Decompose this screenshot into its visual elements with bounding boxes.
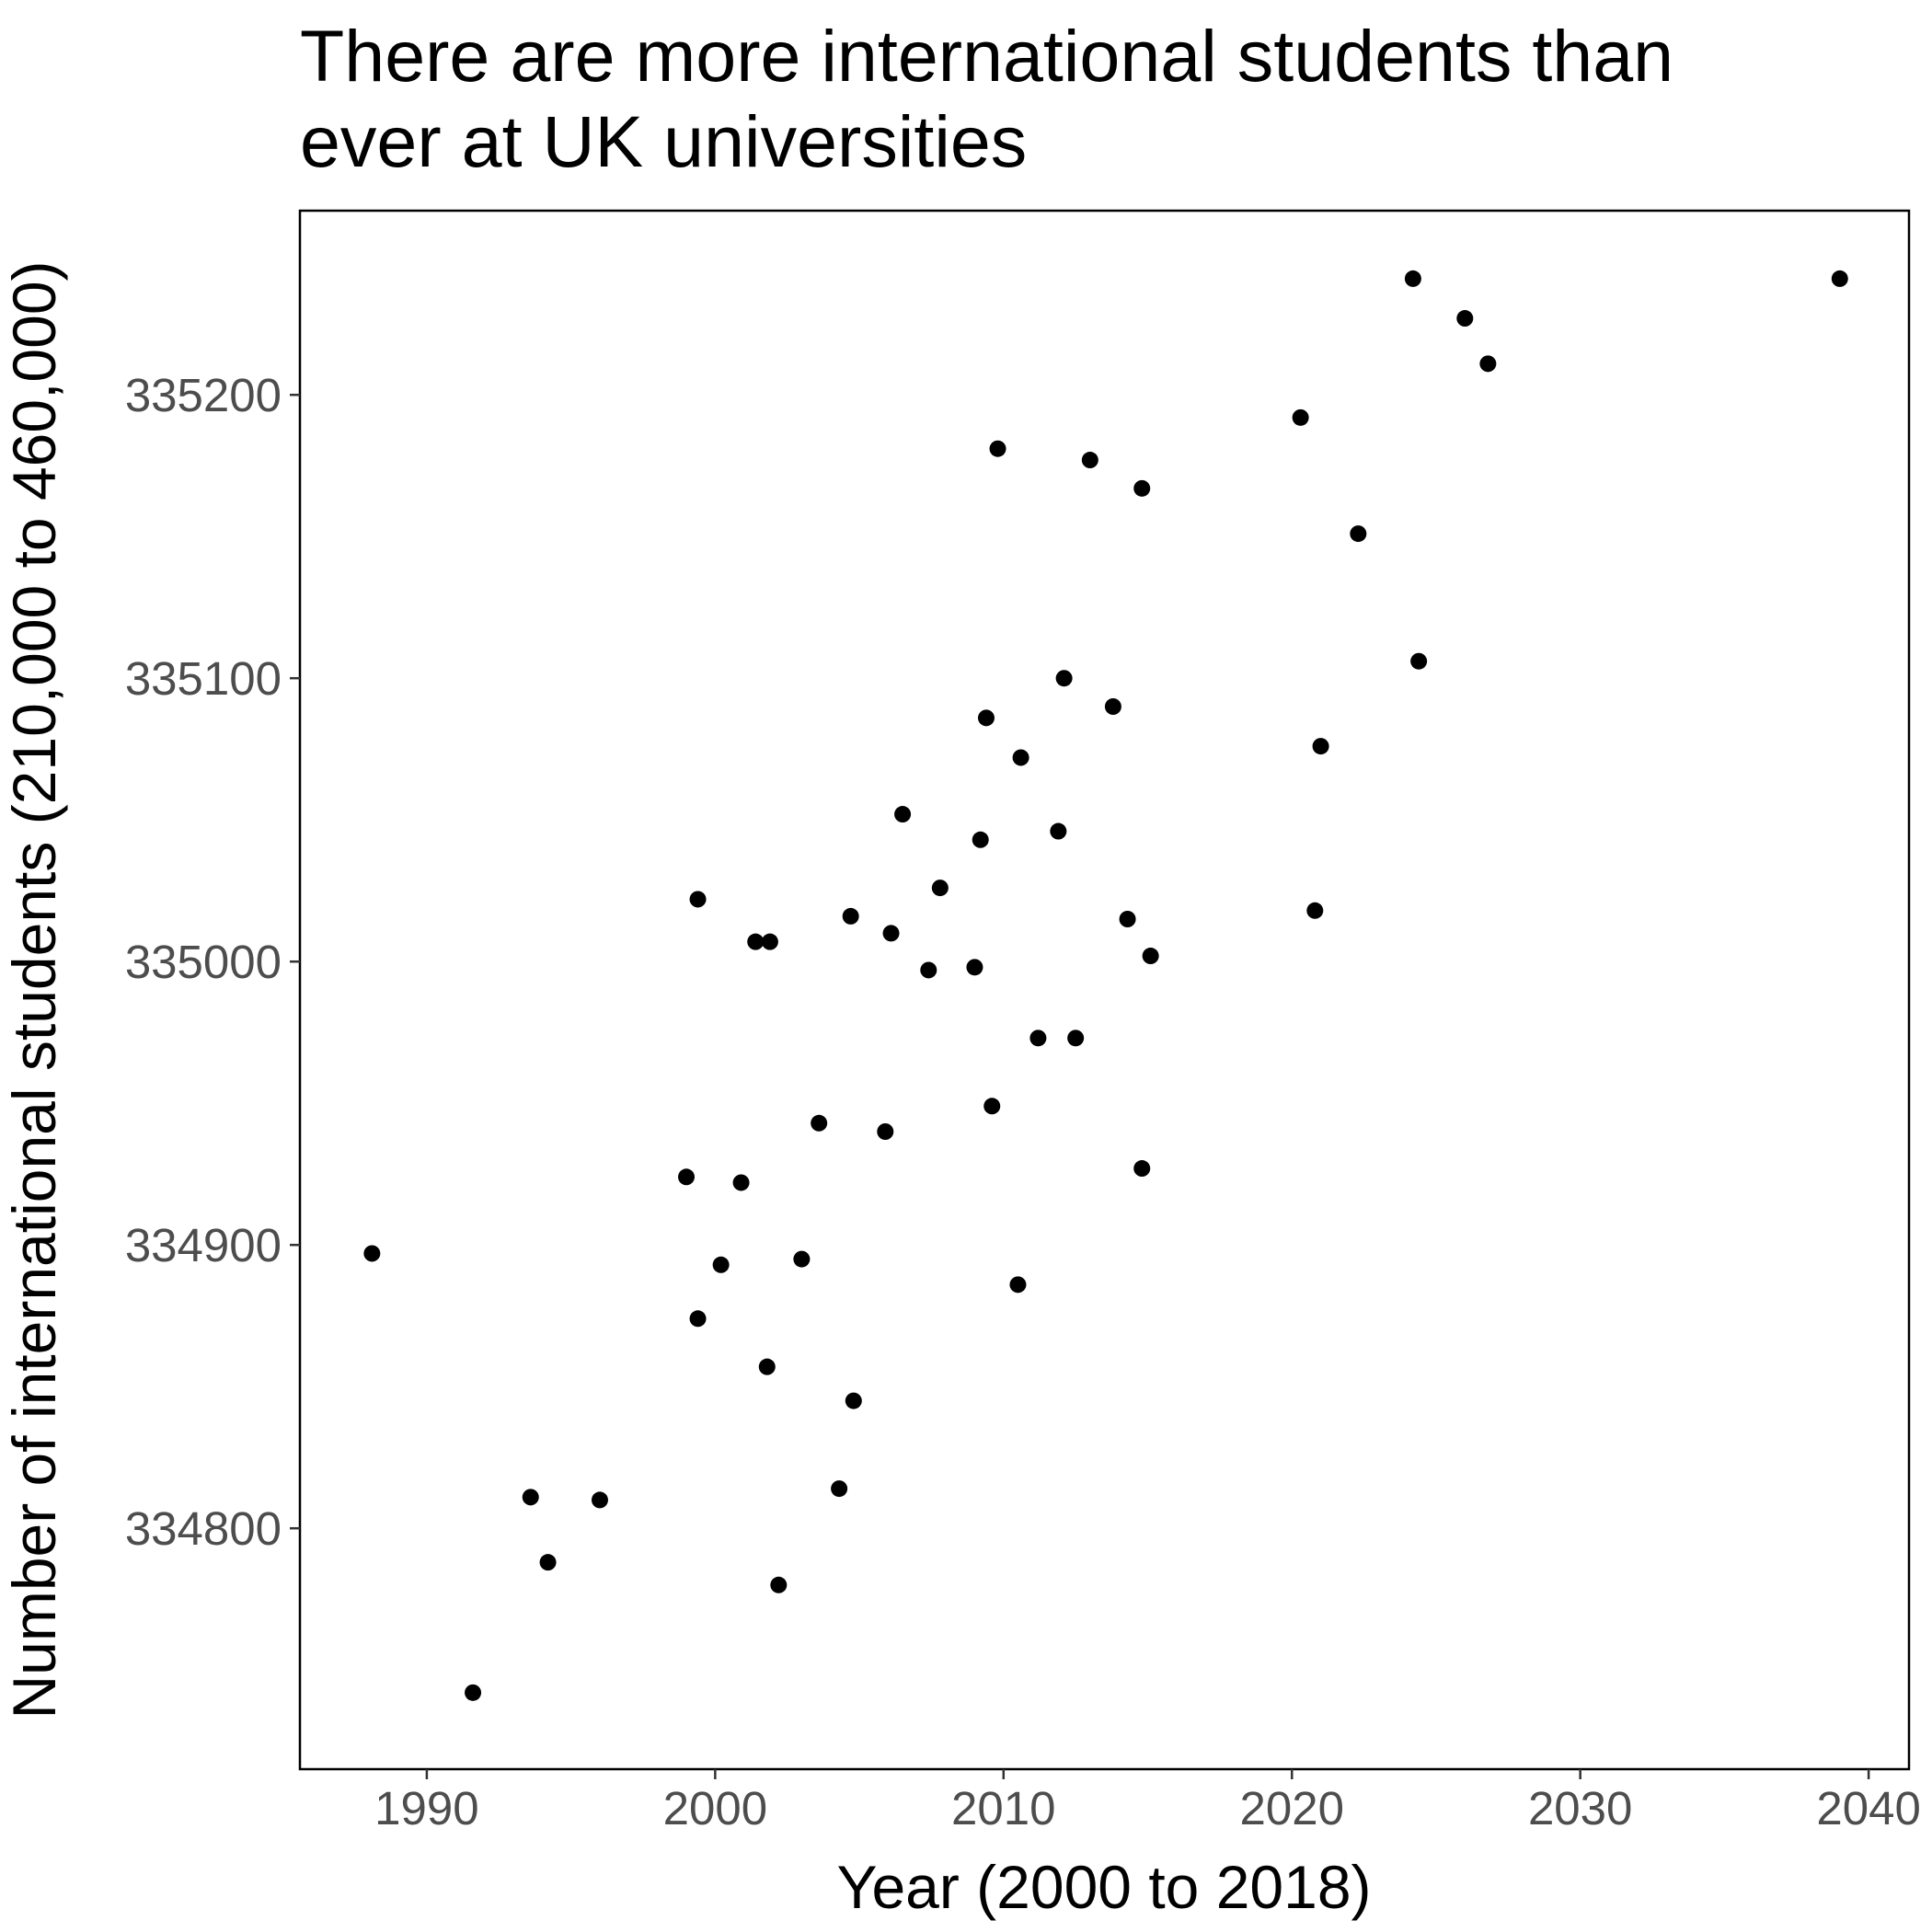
data-point (1831, 270, 1848, 287)
data-point (842, 907, 859, 925)
data-point (793, 1250, 811, 1268)
data-point (1104, 698, 1121, 715)
data-point (591, 1491, 608, 1509)
data-point (1312, 738, 1329, 755)
data-point (989, 440, 1006, 457)
data-point (363, 1245, 381, 1262)
data-point (1119, 911, 1136, 927)
data-point (1081, 452, 1098, 469)
data-point (1055, 670, 1073, 687)
data-point (1029, 1029, 1047, 1047)
x-tick-label: 2020 (1240, 1782, 1344, 1834)
data-point (966, 959, 983, 976)
x-tick-label: 2030 (1528, 1782, 1632, 1834)
y-tick-label: 335100 (125, 652, 282, 705)
data-point (770, 1576, 788, 1593)
data-point (931, 880, 949, 897)
data-point (712, 1256, 730, 1273)
chart-title-line-2: ever at UK universities (300, 100, 1027, 182)
data-point (920, 961, 937, 979)
data-point (977, 709, 995, 727)
data-point (877, 1123, 894, 1140)
data-point (758, 1358, 776, 1375)
data-point (983, 1098, 1001, 1115)
data-point (1410, 652, 1428, 670)
data-point (811, 1114, 828, 1132)
data-point (1306, 902, 1324, 919)
data-point (689, 891, 707, 908)
data-point (882, 925, 900, 942)
data-point (1050, 822, 1067, 840)
x-tick-label: 1990 (374, 1782, 478, 1834)
data-point (1350, 525, 1367, 543)
data-point (539, 1554, 557, 1571)
y-tick-label: 334800 (125, 1502, 282, 1555)
data-point (689, 1310, 707, 1328)
data-point (894, 806, 912, 823)
data-point (1133, 479, 1151, 497)
data-point (1009, 1276, 1027, 1294)
data-point (1456, 310, 1474, 328)
data-point (845, 1392, 862, 1409)
data-point (1142, 948, 1159, 965)
data-point (732, 1174, 750, 1191)
data-point (1012, 749, 1029, 766)
data-point (761, 933, 778, 950)
y-axis: 334800 334900 335000 335100 335200 (125, 369, 300, 1555)
data-point (522, 1489, 539, 1506)
x-tick-label: 2010 (951, 1782, 1055, 1834)
y-tick-label: 335000 (125, 936, 282, 988)
y-tick-label: 334900 (125, 1219, 282, 1271)
data-point (1133, 1160, 1151, 1178)
x-axis: 1990 2000 2010 2020 2030 2040 (374, 1769, 1921, 1834)
data-point (465, 1684, 482, 1701)
data-point (972, 831, 989, 848)
y-tick-label: 335200 (125, 369, 282, 421)
plot-panel-border (298, 209, 1911, 1771)
data-point (747, 933, 765, 950)
data-point (678, 1168, 696, 1186)
x-tick-label: 2000 (663, 1782, 767, 1834)
data-point (1292, 408, 1309, 426)
x-axis-title: Year (2000 to 2018) (836, 1853, 1371, 1921)
x-tick-label: 2040 (1816, 1782, 1920, 1834)
chart-title-line-1: There are more international students th… (300, 15, 1673, 97)
data-points (363, 270, 1848, 1701)
data-point (831, 1480, 848, 1498)
y-axis-title: Number of international students (210,00… (0, 260, 68, 1719)
data-point (1067, 1029, 1085, 1047)
data-point (1404, 270, 1421, 287)
data-point (1479, 355, 1497, 373)
